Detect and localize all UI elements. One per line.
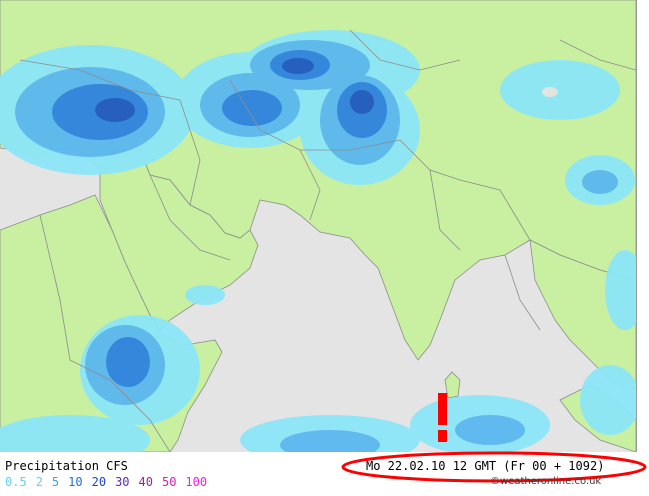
legend-value: 50 [161,475,177,489]
precipitation-map [0,0,636,452]
map-canvas [0,0,636,452]
legend-value: 40 [138,475,153,489]
legend-value: 5 [51,475,60,489]
sri-lanka-landmass [444,371,461,399]
legend-value: 30 [115,475,130,489]
map-border [636,0,637,452]
forecast-timestamp: Mo 22.02.10 12 GMT (Fr 00 + 1092) [366,459,605,473]
alert-exclamation-icon [438,393,447,442]
legend-scale: 0.5 2 5 10 20 30 40 50 100 [5,475,207,489]
credit-text: ©weatheronline.co.uk [490,476,602,487]
country-borders [19,29,636,452]
legend-value: 100 [185,475,208,489]
timestamp-highlight-ellipse [341,451,647,483]
legend-value: 0.5 [5,475,27,489]
legend-bar [0,452,649,496]
legend-title: Precipitation CFS [5,459,128,473]
legend-value: 2 [35,475,43,489]
legend-value: 10 [68,475,83,489]
legend-value: 20 [91,475,107,489]
